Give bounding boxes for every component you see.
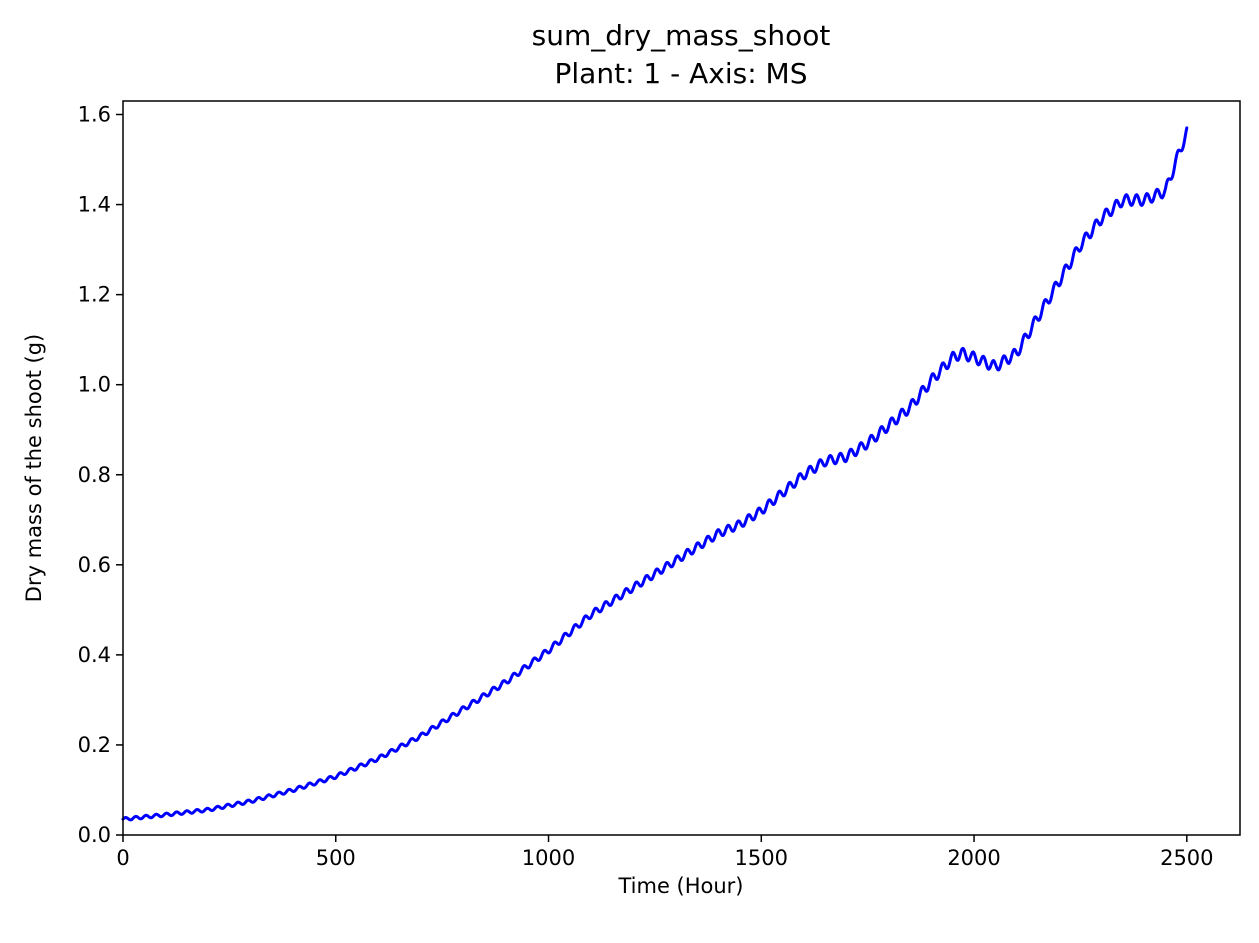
y-axis-label: Dry mass of the shoot (g) [22,334,46,602]
x-tick-label: 0 [116,846,129,870]
y-tick-label: 0.4 [78,643,111,667]
y-axis-ticks: 0.0 0.2 0.4 0.6 0.8 1.0 1.2 1.4 1.6 [78,103,123,847]
y-tick-label: 1.6 [78,103,111,127]
x-tick-label: 1000 [522,846,575,870]
x-tick-label: 2500 [1160,846,1213,870]
y-tick-label: 0.0 [78,823,111,847]
x-axis-label: Time (Hour) [617,874,743,898]
x-tick-label: 2000 [947,846,1000,870]
y-tick-label: 0.2 [78,733,111,757]
y-tick-label: 1.2 [78,283,111,307]
x-axis-ticks: 0 500 1000 1500 2000 2500 [116,835,1214,870]
chart-title: sum_dry_mass_shoot [532,19,831,52]
series-line [121,126,1189,822]
x-tick-label: 500 [316,846,356,870]
plot-frame [122,100,1241,836]
y-tick-label: 0.6 [78,553,111,577]
y-tick-label: 1.4 [78,193,111,217]
plot-area [121,126,1189,822]
chart-subtitle: Plant: 1 - Axis: MS [555,57,808,90]
y-tick-label: 1.0 [78,373,111,397]
x-tick-label: 1500 [735,846,788,870]
y-tick-label: 0.8 [78,463,111,487]
